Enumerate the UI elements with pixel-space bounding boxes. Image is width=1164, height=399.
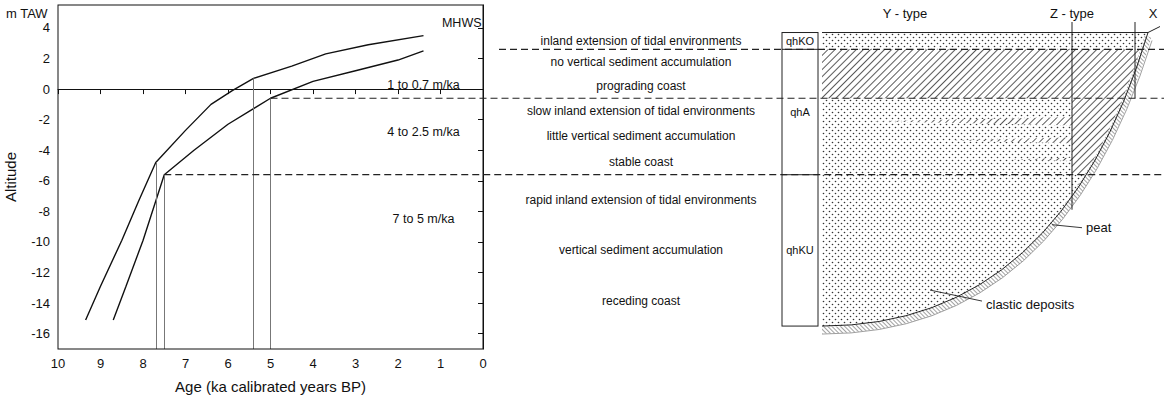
svg-text:peat: peat — [1086, 220, 1112, 235]
svg-text:receding coast: receding coast — [602, 294, 681, 308]
svg-text:3: 3 — [352, 356, 359, 371]
svg-text:stable coast: stable coast — [609, 155, 674, 169]
svg-text:4: 4 — [309, 356, 316, 371]
svg-text:qhKO: qhKO — [786, 35, 815, 47]
svg-text:MHWS: MHWS — [442, 16, 482, 30]
svg-text:little vertical sediment accum: little vertical sediment accumulation — [547, 129, 736, 143]
svg-text:5: 5 — [267, 356, 274, 371]
svg-text:-2: -2 — [38, 112, 50, 127]
svg-text:2: 2 — [394, 356, 401, 371]
svg-text:10: 10 — [51, 356, 65, 371]
svg-text:9: 9 — [97, 356, 104, 371]
svg-text:qhA: qhA — [790, 106, 810, 118]
svg-text:4 to 2.5 m/ka: 4 to 2.5 m/ka — [387, 125, 459, 139]
svg-text:4: 4 — [43, 20, 50, 35]
svg-text:Age (ka calibrated years BP): Age (ka calibrated years BP) — [175, 378, 366, 395]
svg-text:6: 6 — [224, 356, 231, 371]
svg-text:inland extension of tidal envi: inland extension of tidal environments — [541, 34, 742, 48]
svg-text:1 to 0.7 m/ka: 1 to 0.7 m/ka — [387, 78, 459, 92]
svg-text:-4: -4 — [38, 143, 50, 158]
svg-text:m TAW: m TAW — [6, 6, 48, 21]
svg-text:vertical sediment accumulation: vertical sediment accumulation — [559, 243, 723, 257]
svg-text:-14: -14 — [31, 296, 50, 311]
svg-text:clastic deposits: clastic deposits — [986, 297, 1075, 312]
svg-text:-6: -6 — [38, 173, 50, 188]
svg-text:-10: -10 — [31, 234, 50, 249]
svg-text:1: 1 — [437, 356, 444, 371]
svg-text:rapid inland extension of tida: rapid inland extension of tidal environm… — [526, 193, 757, 207]
svg-text:2: 2 — [43, 51, 50, 66]
svg-text:7: 7 — [182, 356, 189, 371]
svg-text:0: 0 — [43, 82, 50, 97]
svg-text:-16: -16 — [31, 326, 50, 341]
svg-text:7 to 5 m/ka: 7 to 5 m/ka — [393, 212, 455, 226]
svg-text:-8: -8 — [38, 204, 50, 219]
svg-text:Z - type: Z - type — [1050, 6, 1094, 21]
svg-text:8: 8 — [139, 356, 146, 371]
svg-text:Y - type: Y - type — [883, 6, 928, 21]
svg-text:-12: -12 — [31, 265, 50, 280]
svg-text:Altitude: Altitude — [2, 152, 19, 202]
svg-text:prograding coast: prograding coast — [596, 79, 686, 93]
svg-text:slow inland extension of tidal: slow inland extension of tidal environme… — [527, 104, 755, 118]
svg-text:0: 0 — [479, 356, 486, 371]
svg-text:qhKU: qhKU — [786, 244, 814, 256]
svg-text:no vertical sediment accumulat: no vertical sediment accumulation — [551, 55, 732, 69]
svg-text:X: X — [1149, 6, 1158, 21]
